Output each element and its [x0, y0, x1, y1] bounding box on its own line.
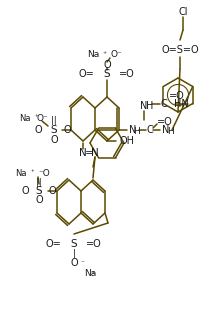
- Text: C: C: [160, 99, 167, 109]
- Text: O: O: [21, 186, 29, 196]
- Text: ||: ||: [51, 116, 57, 124]
- Text: N: N: [140, 100, 147, 110]
- Text: O: O: [35, 195, 43, 205]
- Text: ⁺: ⁺: [102, 49, 106, 58]
- Text: ⁺: ⁺: [90, 269, 94, 278]
- Text: O⁻: O⁻: [36, 113, 48, 122]
- Text: H: H: [167, 127, 173, 136]
- Text: =O: =O: [86, 239, 102, 249]
- Text: H: H: [134, 127, 140, 136]
- Text: O: O: [63, 125, 71, 135]
- Text: O=S=O: O=S=O: [161, 45, 199, 55]
- Text: S: S: [36, 186, 42, 196]
- Text: =O: =O: [157, 117, 173, 127]
- Text: ||: ||: [36, 178, 42, 186]
- Text: ⁻: ⁻: [80, 258, 84, 267]
- Text: S: S: [51, 125, 57, 135]
- Text: O=: O=: [78, 69, 94, 79]
- Text: Na: Na: [84, 269, 96, 278]
- Text: O: O: [48, 186, 56, 196]
- Text: OH: OH: [119, 136, 134, 146]
- Text: =O: =O: [119, 69, 135, 79]
- Text: Na: Na: [15, 169, 27, 178]
- Text: N: N: [91, 148, 99, 158]
- Text: N: N: [162, 125, 170, 135]
- Text: ⁺: ⁺: [34, 115, 38, 121]
- Text: O: O: [50, 135, 58, 145]
- Text: HN: HN: [174, 99, 189, 109]
- Text: S: S: [104, 69, 110, 79]
- Text: S: S: [71, 239, 77, 249]
- Text: O: O: [34, 125, 42, 135]
- Text: |: |: [73, 249, 75, 258]
- Text: N: N: [79, 148, 87, 158]
- Text: C: C: [147, 125, 153, 135]
- Text: O⁻: O⁻: [110, 49, 122, 58]
- Text: Na: Na: [19, 113, 31, 122]
- Text: O: O: [70, 258, 78, 268]
- Text: Cl: Cl: [178, 7, 188, 17]
- Text: ⁻O: ⁻O: [38, 169, 50, 178]
- Text: Na: Na: [87, 49, 99, 58]
- Text: O=: O=: [45, 239, 61, 249]
- Text: ⁺: ⁺: [30, 170, 34, 176]
- Text: =: =: [84, 148, 94, 158]
- Text: H: H: [146, 100, 153, 110]
- Text: N: N: [129, 125, 137, 135]
- Text: =O: =O: [169, 90, 184, 100]
- Text: O: O: [103, 60, 111, 70]
